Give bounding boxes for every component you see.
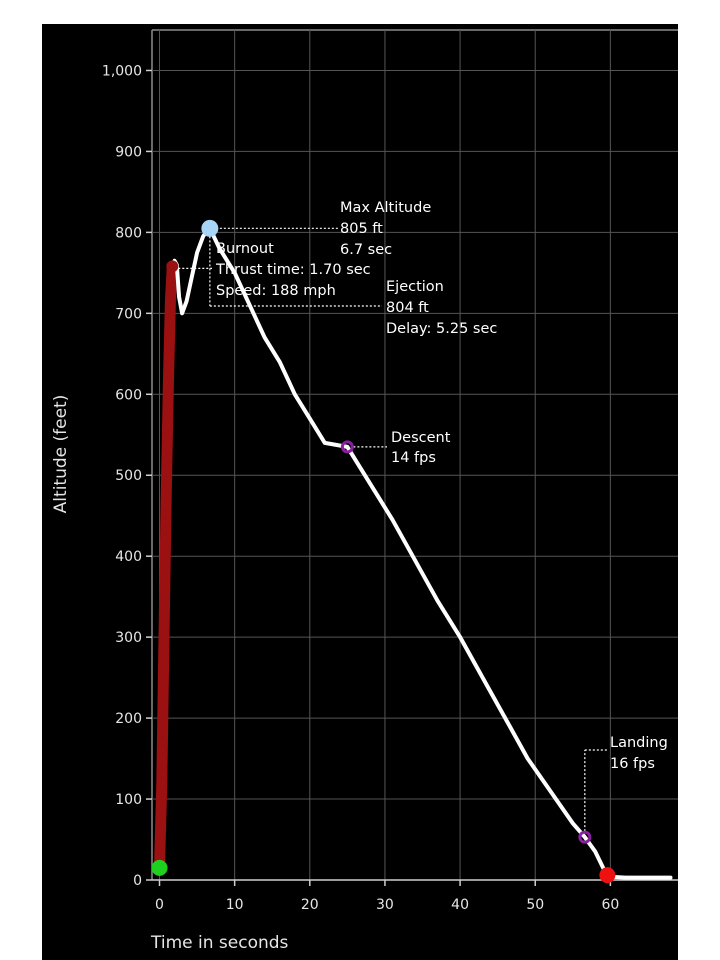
y-axis-title: Altitude (feet) <box>51 395 71 514</box>
burnout-label-line: Burnout <box>216 241 274 257</box>
landing-label-line: Landing <box>610 735 668 751</box>
y-tick-label: 1,000 <box>102 63 142 79</box>
burnout-label-line: Thrust time: 1.70 sec <box>215 262 371 278</box>
burnout-label-line: Speed: 188 mph <box>216 283 336 299</box>
y-tick-label: 500 <box>115 468 142 484</box>
ejection-label-line: Ejection <box>386 279 444 295</box>
y-tick-label: 800 <box>115 225 142 241</box>
x-tick-label: 50 <box>526 897 544 913</box>
burnout-marker <box>166 260 179 273</box>
x-tick-label: 20 <box>301 897 319 913</box>
max-altitude-label-line: 6.7 sec <box>340 242 392 258</box>
x-tick-label: 40 <box>451 897 469 913</box>
landing-marker <box>578 830 592 844</box>
series-line-thrust <box>154 260 178 874</box>
x-axis-title: Time in seconds <box>150 933 289 953</box>
landing-label-line: 16 fps <box>610 756 655 772</box>
y-tick-label: 900 <box>115 144 142 160</box>
max-altitude-label-line: Max Altitude <box>340 200 431 216</box>
x-tick-label: 10 <box>226 897 244 913</box>
y-tick-label: 300 <box>115 630 142 646</box>
max-altitude-label-line: 805 ft <box>340 221 383 237</box>
ejection-label-line: 804 ft <box>386 300 429 316</box>
x-tick-label: 60 <box>601 897 619 913</box>
touchdown-marker <box>599 867 616 884</box>
chart-screen: 0 100 200 300 400 500 600 700 800 900 1,000 0 10 20 30… <box>42 24 678 960</box>
series-line-flight <box>170 226 673 880</box>
max-altitude-marker <box>201 219 219 237</box>
descent-label-line: Descent <box>391 430 451 446</box>
y-tick-label: 200 <box>115 711 142 727</box>
y-tick-label: 600 <box>115 387 142 403</box>
altitude-chart: 0 100 200 300 400 500 600 700 800 900 1,000 0 10 20 30… <box>51 29 678 953</box>
y-tick-label: 700 <box>115 306 142 322</box>
descent-label-line: 14 fps <box>391 450 436 466</box>
ejection-label-line: Delay: 5.25 sec <box>386 321 497 337</box>
y-tick-label: 0 <box>133 873 142 889</box>
x-tick-label: 0 <box>155 897 164 913</box>
y-tick-label: 400 <box>115 549 142 565</box>
y-tick-label: 100 <box>115 792 142 808</box>
descent-marker <box>340 440 354 454</box>
x-tick-label: 30 <box>376 897 394 913</box>
start-marker <box>151 859 168 876</box>
